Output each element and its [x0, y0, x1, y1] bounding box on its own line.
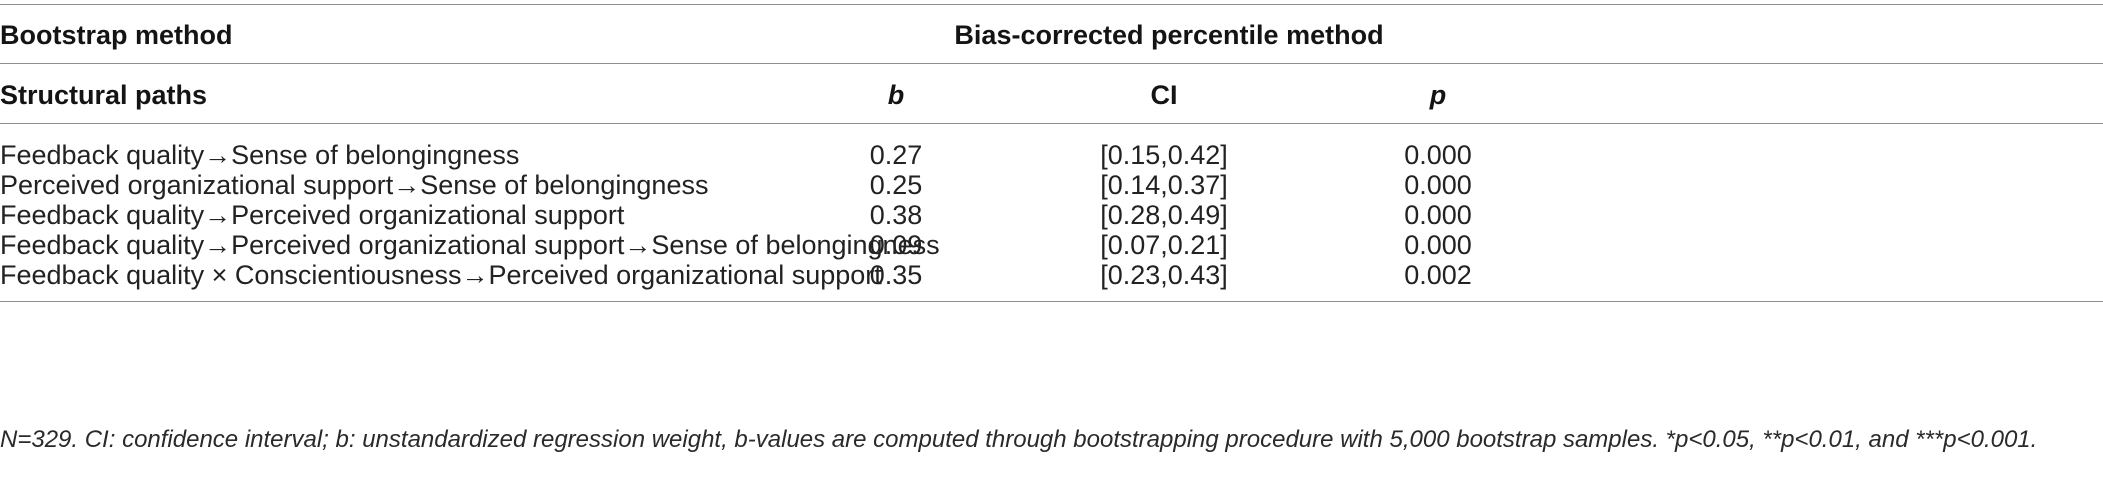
row-ci: [0.07,0.21]	[1100, 230, 1228, 260]
row-ci: [0.28,0.49]	[1100, 200, 1228, 230]
row-path: Feedback quality→Perceived organizationa…	[0, 200, 625, 230]
header-divider-rule	[0, 63, 2103, 64]
header-bootstrap-method: Bootstrap method	[0, 20, 233, 50]
header-p: p	[1429, 80, 1447, 110]
row-path: Feedback quality × Conscientiousness→Per…	[0, 260, 882, 290]
row-path: Feedback quality→Sense of belongingness	[0, 140, 520, 170]
row-path: Perceived organizational support→Sense o…	[0, 170, 709, 200]
table-top-rule	[0, 4, 2103, 5]
row-ci: [0.15,0.42]	[1100, 140, 1228, 170]
header-b: b	[887, 80, 905, 110]
row-b: 0.35	[869, 260, 923, 290]
row-b: 0.27	[869, 140, 923, 170]
row-b: 0.09	[869, 230, 923, 260]
row-p: 0.002	[1404, 260, 1472, 290]
row-p: 0.000	[1404, 140, 1472, 170]
header-bottom-rule	[0, 123, 2103, 124]
table-bottom-rule	[0, 301, 2103, 302]
row-ci: [0.14,0.37]	[1100, 170, 1228, 200]
row-b: 0.38	[869, 200, 923, 230]
table-footnote: N=329. CI: confidence interval; b: unsta…	[0, 426, 2038, 453]
row-b: 0.25	[869, 170, 923, 200]
row-p: 0.000	[1404, 200, 1472, 230]
header-bias-corrected-method: Bias-corrected percentile method	[954, 20, 1384, 50]
row-p: 0.000	[1404, 230, 1472, 260]
row-p: 0.000	[1404, 170, 1472, 200]
header-ci: CI	[1150, 80, 1178, 110]
row-ci: [0.23,0.43]	[1100, 260, 1228, 290]
row-path: Feedback quality→Perceived organizationa…	[0, 230, 940, 260]
header-structural-paths: Structural paths	[0, 80, 208, 110]
